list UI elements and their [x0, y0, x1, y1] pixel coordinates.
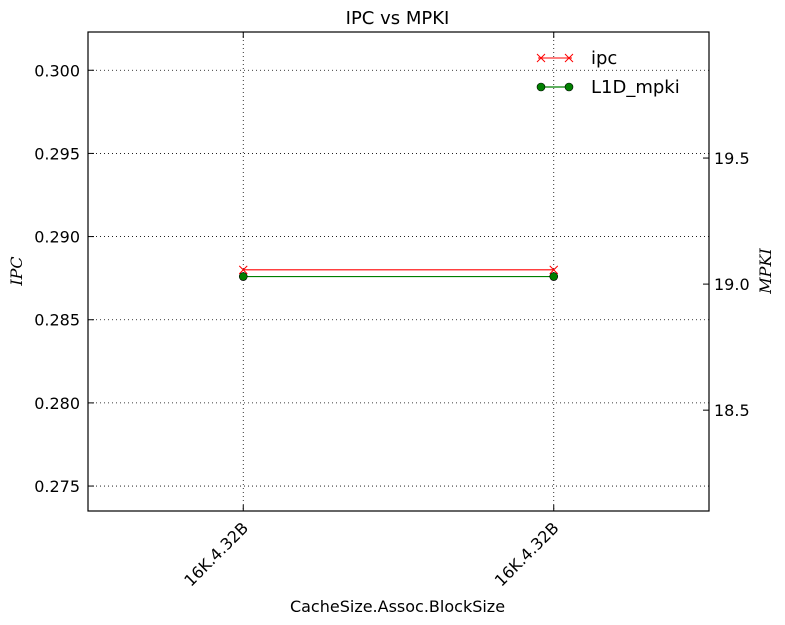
left-y-tick-label: 0.285: [34, 311, 80, 330]
legend-label-l1d-mpki: L1D_mpki: [591, 77, 680, 98]
legend-marker-ipc: [536, 53, 574, 63]
right-y-tick-label: 18.5: [714, 401, 750, 420]
legend: ipc L1D_mpki: [536, 48, 680, 98]
x-axis-title: CacheSize.Assoc.BlockSize: [290, 597, 505, 616]
series-point-l1d-mpki: [238, 272, 248, 281]
chart-title: IPC vs MPKI: [346, 8, 450, 29]
legend-marker-l1d-mpki-right: [564, 82, 574, 92]
series-point-ipc: [238, 265, 248, 275]
series-point-ipc: [549, 265, 559, 275]
series-point-l1d-mpki: [549, 272, 559, 281]
plot-area-frame: [87, 31, 710, 512]
left-y-axis-title: IPC: [7, 256, 26, 286]
right-y-tick-label: 19.0: [714, 275, 750, 294]
left-y-tick-label: 0.300: [34, 61, 80, 80]
series-layer: [238, 265, 559, 281]
left-y-tick-label: 0.275: [34, 477, 80, 496]
left-y-tick-label: 0.295: [34, 144, 80, 163]
left-y-tick-label: 0.280: [34, 394, 80, 413]
left-y-tick-label: 0.290: [34, 228, 80, 247]
right-y-axis-title: MPKI: [756, 248, 775, 295]
legend-marker-l1d-mpki-left: [536, 82, 546, 92]
legend-label-ipc: ipc: [591, 48, 617, 69]
right-y-tick-label: 19.5: [714, 149, 750, 168]
